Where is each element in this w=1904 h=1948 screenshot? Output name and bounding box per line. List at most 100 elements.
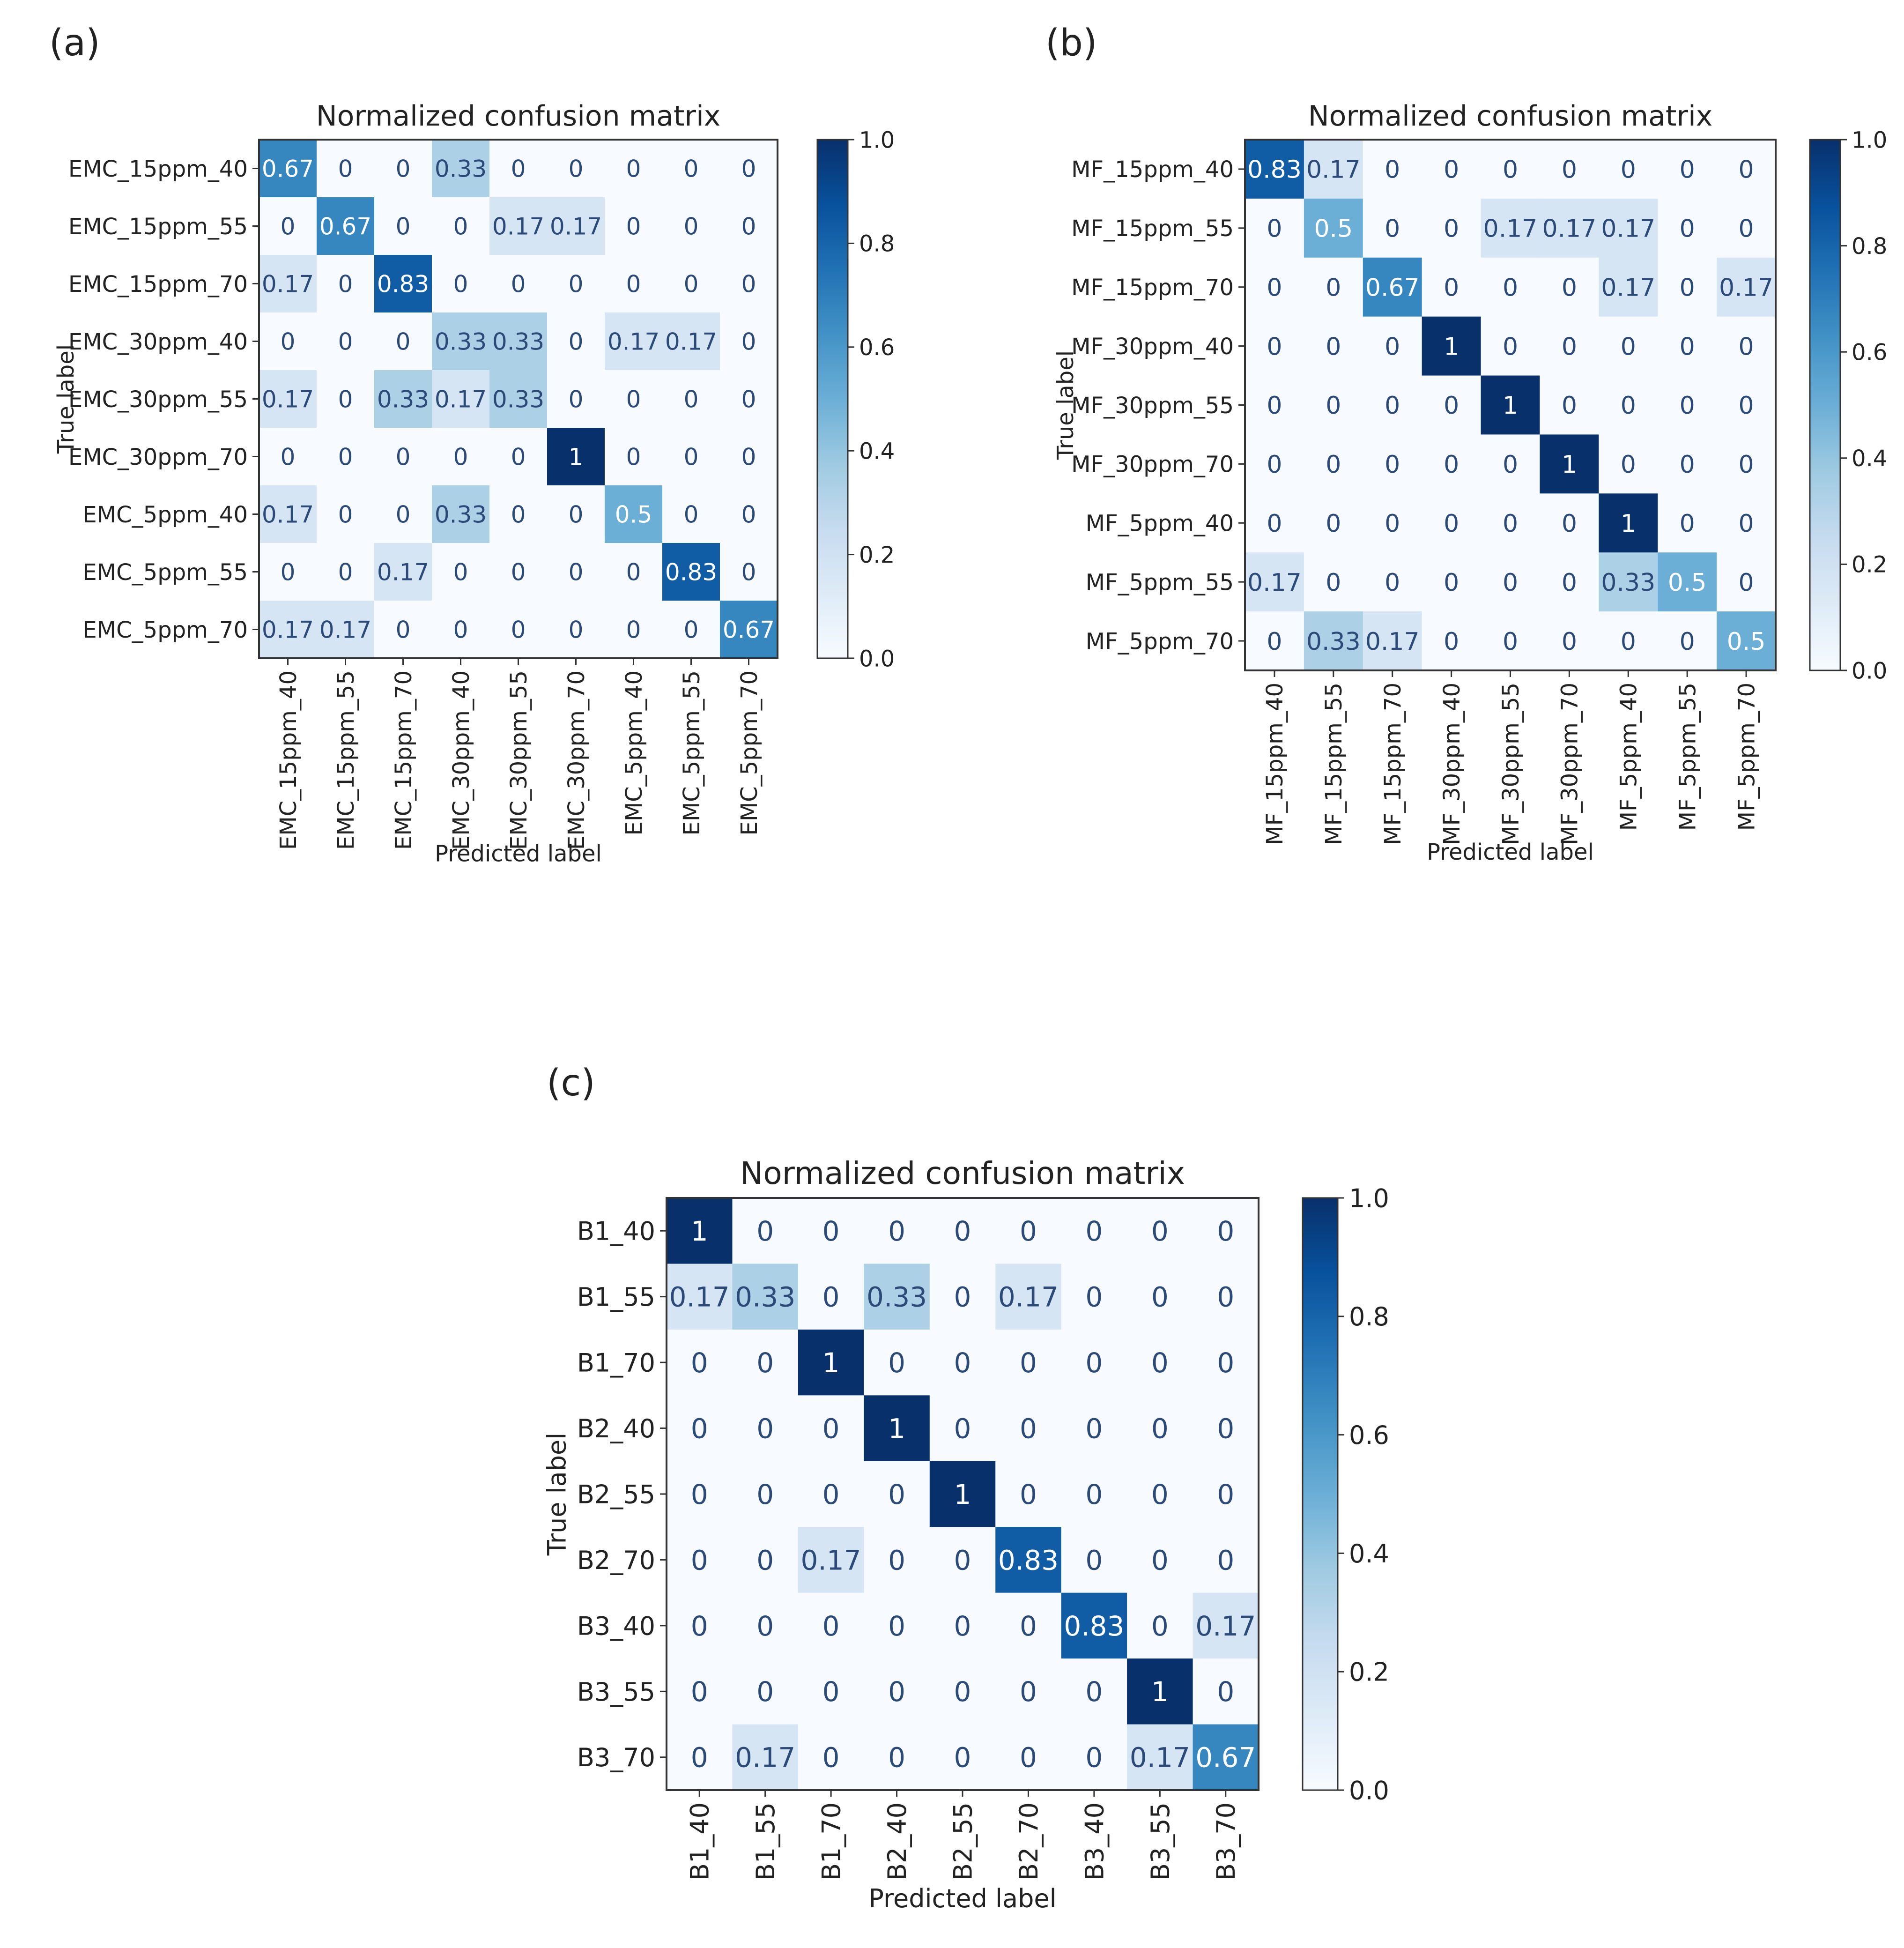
x-tick-label: B2_70 <box>1014 1802 1044 1881</box>
cell-value-label: 0 <box>1621 333 1636 361</box>
heatmap-cell <box>864 1724 930 1791</box>
cell-value-label: 0 <box>1020 1742 1037 1774</box>
cell-value-label: 0.17 <box>608 328 659 356</box>
cell-value-label: 0 <box>741 501 756 528</box>
heatmap-cell <box>1061 1724 1127 1791</box>
cell-value-label: 0 <box>691 1479 708 1510</box>
y-tick-label: MF_30ppm_70 <box>1071 452 1234 478</box>
heatmap-cell <box>720 312 778 371</box>
cell-value-label: 0 <box>1739 392 1754 420</box>
cell-value-label: 0 <box>626 271 641 298</box>
heatmap-cell <box>929 1395 996 1462</box>
heatmap-cell <box>1363 198 1422 258</box>
cell-value-label: 1 <box>691 1215 708 1247</box>
heatmap-cell <box>1599 434 1658 494</box>
heatmap-cell <box>1061 1395 1127 1462</box>
cell-value-label: 0 <box>1621 451 1636 479</box>
heatmap-cell <box>732 1658 799 1725</box>
cell-value-label: 0 <box>1326 569 1341 597</box>
colorbar-tick-label: 0.8 <box>1852 233 1887 260</box>
cell-value-label: 0 <box>1217 1479 1234 1510</box>
x-tick-label: MF_30ppm_55 <box>1498 683 1524 845</box>
colorbar-tick-label: 0.4 <box>1349 1539 1389 1569</box>
cell-value-label: 0 <box>1385 215 1400 243</box>
y-tick-label: MF_5ppm_55 <box>1086 569 1234 595</box>
y-tick-label: EMC_30ppm_70 <box>68 444 248 470</box>
heatmap-cell <box>995 1264 1062 1330</box>
cell-value-label: 0.33 <box>435 156 487 183</box>
cell-value-label: 0 <box>691 1544 708 1576</box>
heatmap-cell <box>1658 257 1717 317</box>
y-tick-label: B3_70 <box>577 1743 655 1772</box>
heatmap-cell <box>374 140 432 198</box>
cell-value-label: 0 <box>1151 1544 1169 1576</box>
x-tick-label: B2_40 <box>882 1802 912 1881</box>
cell-value-label: 0.17 <box>735 1742 795 1774</box>
heatmap-cell <box>259 140 317 198</box>
cell-value-label: 0.67 <box>1365 274 1420 302</box>
cell-value-label: 0 <box>396 213 411 240</box>
cell-value-label: 0 <box>338 386 353 413</box>
cell-value-label: 0 <box>1739 333 1754 361</box>
cell-value-label: 0 <box>453 444 468 471</box>
heatmap-cell <box>374 197 432 255</box>
cell-value-label: 0 <box>338 559 353 586</box>
cell-value-label: 0 <box>1085 1742 1103 1774</box>
heatmap-cell <box>1481 140 1540 199</box>
heatmap-cell <box>489 197 548 255</box>
cell-value-label: 0 <box>954 1413 971 1444</box>
chart-title: Normalized confusion matrix <box>740 1155 1185 1191</box>
cell-value-label: 0 <box>1680 333 1695 361</box>
heatmap-cell <box>1127 1527 1193 1593</box>
cell-value-label: 0.17 <box>1365 628 1420 656</box>
x-tick-label: B3_55 <box>1146 1802 1175 1881</box>
cell-value-label: 0 <box>684 617 699 644</box>
heatmap-cell <box>1658 316 1717 376</box>
cell-value-label: 0 <box>1020 1215 1037 1247</box>
cell-value-label: 0.67 <box>723 617 775 644</box>
heatmap-cell <box>547 543 605 601</box>
heatmap-cell <box>374 428 432 486</box>
cell-value-label: 0 <box>888 1215 905 1247</box>
heatmap-cell <box>798 1658 864 1725</box>
cell-value-label: 0 <box>741 444 756 471</box>
cell-value-label: 0 <box>1503 451 1518 479</box>
cell-value-label: 0 <box>569 617 584 644</box>
heatmap-cell <box>1717 493 1776 553</box>
cell-value-label: 0.33 <box>735 1281 795 1313</box>
heatmap-cell <box>929 1461 996 1527</box>
heatmap-cell <box>1481 611 1540 671</box>
heatmap-cell <box>1193 1395 1259 1462</box>
colorbar-tick-label: 0.0 <box>1852 658 1887 684</box>
chart-title: Normalized confusion matrix <box>1308 100 1713 133</box>
heatmap-cell <box>1717 434 1776 494</box>
cell-value-label: 0 <box>1217 1281 1234 1313</box>
heatmap-cell <box>1127 1264 1193 1330</box>
heatmap-cell <box>605 601 663 659</box>
cell-value-label: 0 <box>954 1281 971 1313</box>
heatmap-cell <box>995 1329 1062 1396</box>
x-tick-label: B1_70 <box>817 1802 846 1881</box>
cell-value-label: 0 <box>1621 156 1636 184</box>
heatmap-cell <box>995 1592 1062 1659</box>
heatmap-cell <box>1540 375 1599 435</box>
heatmap-cell <box>1658 198 1717 258</box>
heatmap-cell <box>259 255 317 313</box>
cell-value-label: 0 <box>741 213 756 240</box>
heatmap-cell <box>317 601 375 659</box>
heatmap-cell <box>1061 1329 1127 1396</box>
heatmap-cell <box>547 370 605 428</box>
cell-value-label: 0.5 <box>615 501 652 528</box>
y-tick-label: EMC_5ppm_40 <box>82 502 248 528</box>
heatmap-cell <box>995 1198 1062 1264</box>
heatmap-cell <box>995 1461 1062 1527</box>
cell-value-label: 0 <box>338 444 353 471</box>
cell-value-label: 0 <box>1085 1215 1103 1247</box>
cell-value-label: 0 <box>1385 451 1400 479</box>
heatmap-cell <box>1658 434 1717 494</box>
cell-value-label: 0 <box>1621 392 1636 420</box>
heatmap-cell <box>1717 257 1776 317</box>
cell-value-label: 0.17 <box>262 501 314 528</box>
cell-value-label: 0 <box>1267 333 1282 361</box>
